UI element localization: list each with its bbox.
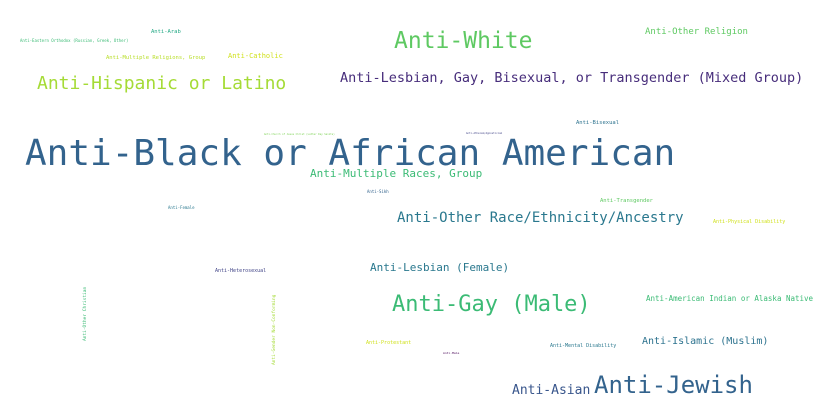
word-anti-bisexual: Anti-Bisexual (576, 120, 620, 126)
word-anti-other-religion: Anti-Other Religion (645, 27, 748, 37)
word-anti-hispanic: Anti-Hispanic or Latino (37, 73, 287, 94)
word-anti-asian: Anti-Asian (512, 383, 591, 398)
word-anti-transgender: Anti-Transgender (600, 198, 653, 204)
word-anti-mental-disability: Anti-Mental Disability (550, 343, 617, 349)
word-anti-male: Anti-Male (443, 351, 460, 355)
word-anti-church-of-jesus-christ: Anti-Church of Jesus Christ (Latter Day … (264, 133, 335, 136)
word-anti-islamic: Anti-Islamic (Muslim) (642, 336, 769, 347)
word-anti-american-indian: Anti-American Indian or Alaska Native (646, 294, 814, 303)
word-anti-lgbt-mixed: Anti-Lesbian, Gay, Bisexual, or Transgen… (340, 70, 804, 86)
word-anti-black: Anti-Black or African American (25, 133, 676, 174)
word-anti-heterosexual: Anti-Heterosexual (215, 268, 267, 274)
word-anti-other-christian: Anti-Other Christian (83, 286, 88, 341)
word-anti-gender-non-conforming: Anti-Gender Non-Conforming (272, 294, 277, 365)
word-anti-atheism: Anti-Atheism/Agnosticism (466, 132, 503, 135)
word-anti-lesbian: Anti-Lesbian (Female) (370, 261, 510, 274)
word-anti-jewish: Anti-Jewish (594, 371, 753, 399)
word-anti-sikh: Anti-Sikh (367, 189, 389, 194)
word-anti-white: Anti-White (394, 28, 533, 54)
word-anti-eastern-orthodox: Anti-Eastern Orthodox (Russian, Greek, O… (20, 38, 129, 43)
word-anti-arab: Anti-Arab (151, 29, 181, 35)
word-anti-physical-disability: Anti-Physical Disability (713, 219, 786, 225)
word-anti-catholic: Anti-Catholic (228, 52, 283, 60)
word-anti-multiple-races: Anti-Multiple Races, Group (310, 167, 483, 180)
word-anti-multiple-religions: Anti-Multiple Religions, Group (106, 55, 206, 61)
word-anti-gay-male: Anti-Gay (Male) (392, 292, 591, 317)
word-anti-protestant: Anti-Protestant (366, 340, 412, 346)
word-anti-other-race: Anti-Other Race/Ethnicity/Ancestry (397, 210, 684, 226)
word-anti-female: Anti-Female (168, 205, 195, 210)
